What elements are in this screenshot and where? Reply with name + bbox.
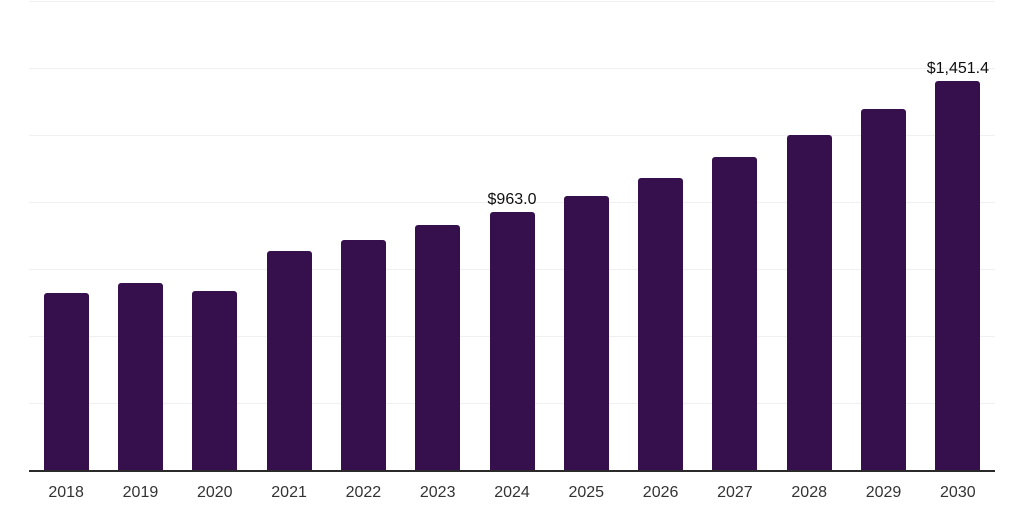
gridline [29, 68, 995, 69]
x-tick-label-2020: 2020 [196, 484, 233, 501]
bar-2020 [192, 290, 238, 470]
bar-2021 [266, 251, 312, 470]
bar-2022 [340, 240, 386, 470]
bar-2019 [117, 283, 163, 470]
bar-2023 [415, 225, 461, 470]
gridline [29, 202, 995, 203]
gridline [29, 1, 995, 2]
x-tick-label-2021: 2021 [271, 484, 307, 501]
bar-2027 [712, 156, 758, 470]
bar-value-label-2024: $963.0 [487, 190, 537, 208]
x-tick-label-2030: 2030 [940, 484, 976, 501]
bar-2018 [43, 292, 89, 470]
x-tick-label-2022: 2022 [345, 484, 382, 501]
x-tick-label-2018: 2018 [48, 484, 84, 501]
bar-2025 [563, 196, 609, 470]
bar-value-label-2030: $1,451.4 [926, 60, 989, 78]
gridline [29, 135, 995, 136]
x-tick-label-2019: 2019 [122, 484, 159, 501]
x-tick-label-2026: 2026 [642, 484, 679, 501]
x-tick-label-2023: 2023 [419, 484, 456, 501]
x-axis-line [29, 470, 995, 472]
bar-2026 [638, 178, 684, 470]
bar-2030 [935, 81, 981, 470]
x-tick-label-2028: 2028 [791, 484, 827, 501]
bar-2024 [489, 211, 535, 470]
bar-2029 [861, 109, 907, 470]
x-tick-label-2024: 2024 [494, 484, 530, 501]
x-tick-label-2027: 2027 [717, 484, 753, 501]
bar-2028 [786, 135, 832, 470]
x-tick-label-2029: 2029 [865, 484, 902, 501]
x-tick-label-2025: 2025 [568, 484, 605, 501]
